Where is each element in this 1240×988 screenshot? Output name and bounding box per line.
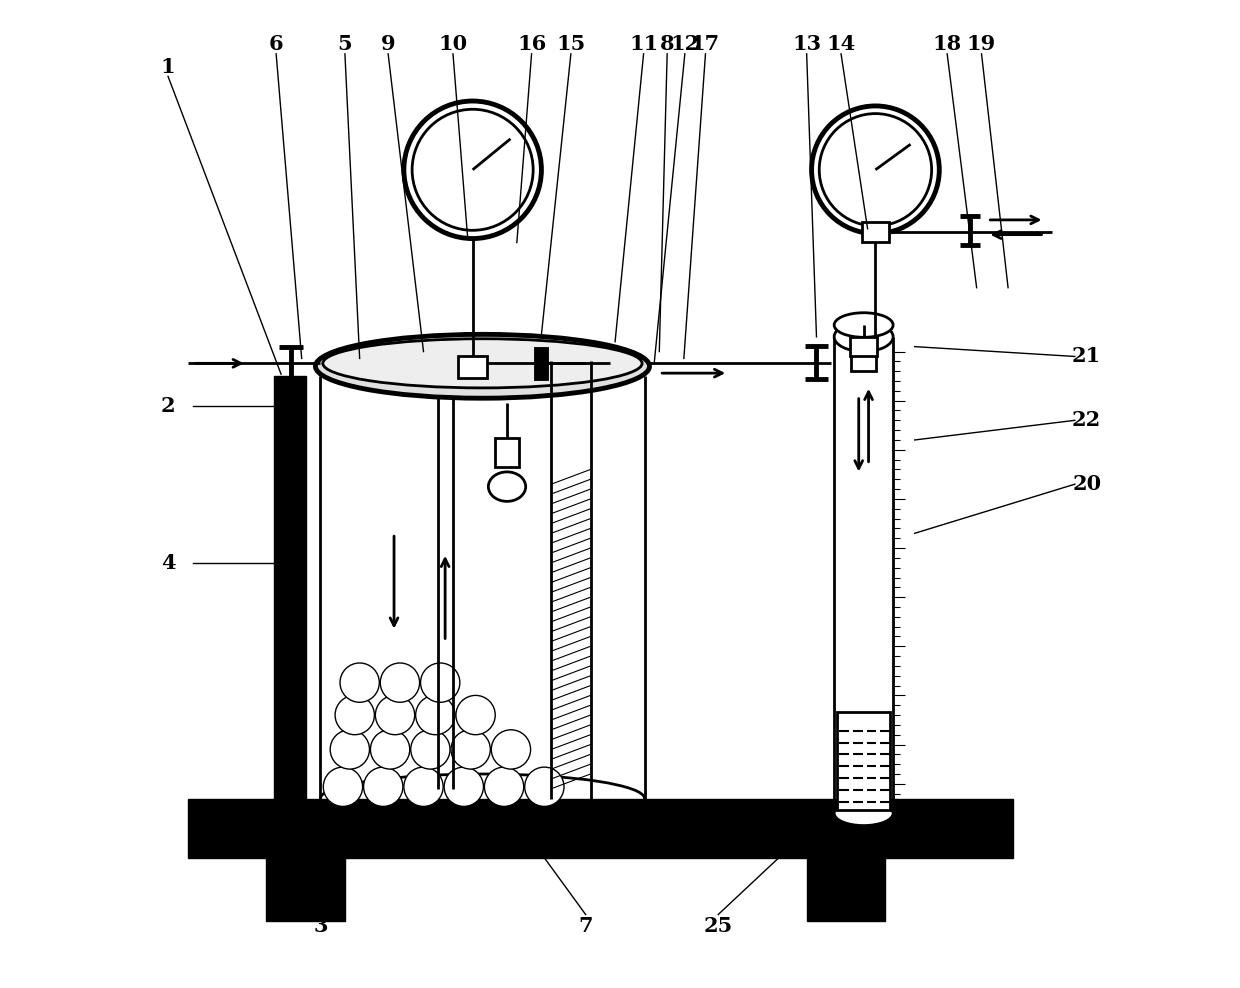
Text: 12: 12	[670, 34, 699, 54]
Bar	[187, 798, 1013, 858]
Ellipse shape	[322, 339, 642, 388]
Text: 21: 21	[1073, 347, 1101, 367]
Text: 1: 1	[161, 56, 175, 77]
Text: 17: 17	[691, 34, 720, 54]
Circle shape	[335, 696, 374, 735]
Bar	[849, 337, 878, 357]
Text: 20: 20	[1073, 474, 1101, 494]
Circle shape	[330, 730, 370, 769]
Bar	[495, 438, 518, 467]
Text: 14: 14	[826, 34, 856, 54]
Ellipse shape	[489, 472, 526, 501]
Bar	[537, 349, 547, 378]
Ellipse shape	[835, 313, 893, 337]
Text: 9: 9	[381, 34, 396, 54]
Text: 22: 22	[1073, 410, 1101, 431]
Circle shape	[491, 730, 531, 769]
Text: 7: 7	[578, 916, 593, 937]
Circle shape	[404, 101, 542, 238]
Ellipse shape	[835, 801, 893, 826]
Text: 15: 15	[557, 34, 585, 54]
Bar	[851, 352, 877, 371]
Circle shape	[420, 663, 460, 702]
Text: 19: 19	[967, 34, 996, 54]
Text: 4: 4	[161, 552, 175, 573]
Circle shape	[410, 730, 450, 769]
Circle shape	[451, 730, 490, 769]
Bar	[837, 712, 890, 810]
Text: 18: 18	[932, 34, 962, 54]
Circle shape	[381, 663, 419, 702]
Text: 8: 8	[660, 34, 675, 54]
Ellipse shape	[320, 774, 645, 823]
Text: 13: 13	[792, 34, 821, 54]
Circle shape	[820, 114, 931, 226]
Circle shape	[485, 767, 523, 806]
Circle shape	[444, 767, 484, 806]
Circle shape	[340, 663, 379, 702]
Text: 6: 6	[269, 34, 284, 54]
Text: 16: 16	[517, 34, 546, 54]
Text: 10: 10	[439, 34, 467, 54]
Circle shape	[371, 730, 409, 769]
Text: 11: 11	[629, 34, 658, 54]
Circle shape	[376, 696, 414, 735]
Ellipse shape	[315, 334, 650, 398]
Bar	[274, 376, 305, 798]
Ellipse shape	[835, 322, 893, 352]
Circle shape	[525, 767, 564, 806]
Circle shape	[456, 696, 495, 735]
Text: 25: 25	[703, 916, 733, 937]
Circle shape	[811, 106, 939, 233]
Circle shape	[404, 767, 443, 806]
Text: 5: 5	[337, 34, 352, 54]
Bar	[862, 222, 889, 241]
Bar	[267, 858, 345, 922]
Text: 3: 3	[314, 916, 327, 937]
Bar	[458, 357, 487, 378]
Bar	[807, 858, 885, 922]
Circle shape	[412, 110, 533, 230]
Circle shape	[324, 767, 362, 806]
Circle shape	[363, 767, 403, 806]
Text: 2: 2	[161, 395, 175, 416]
Circle shape	[415, 696, 455, 735]
